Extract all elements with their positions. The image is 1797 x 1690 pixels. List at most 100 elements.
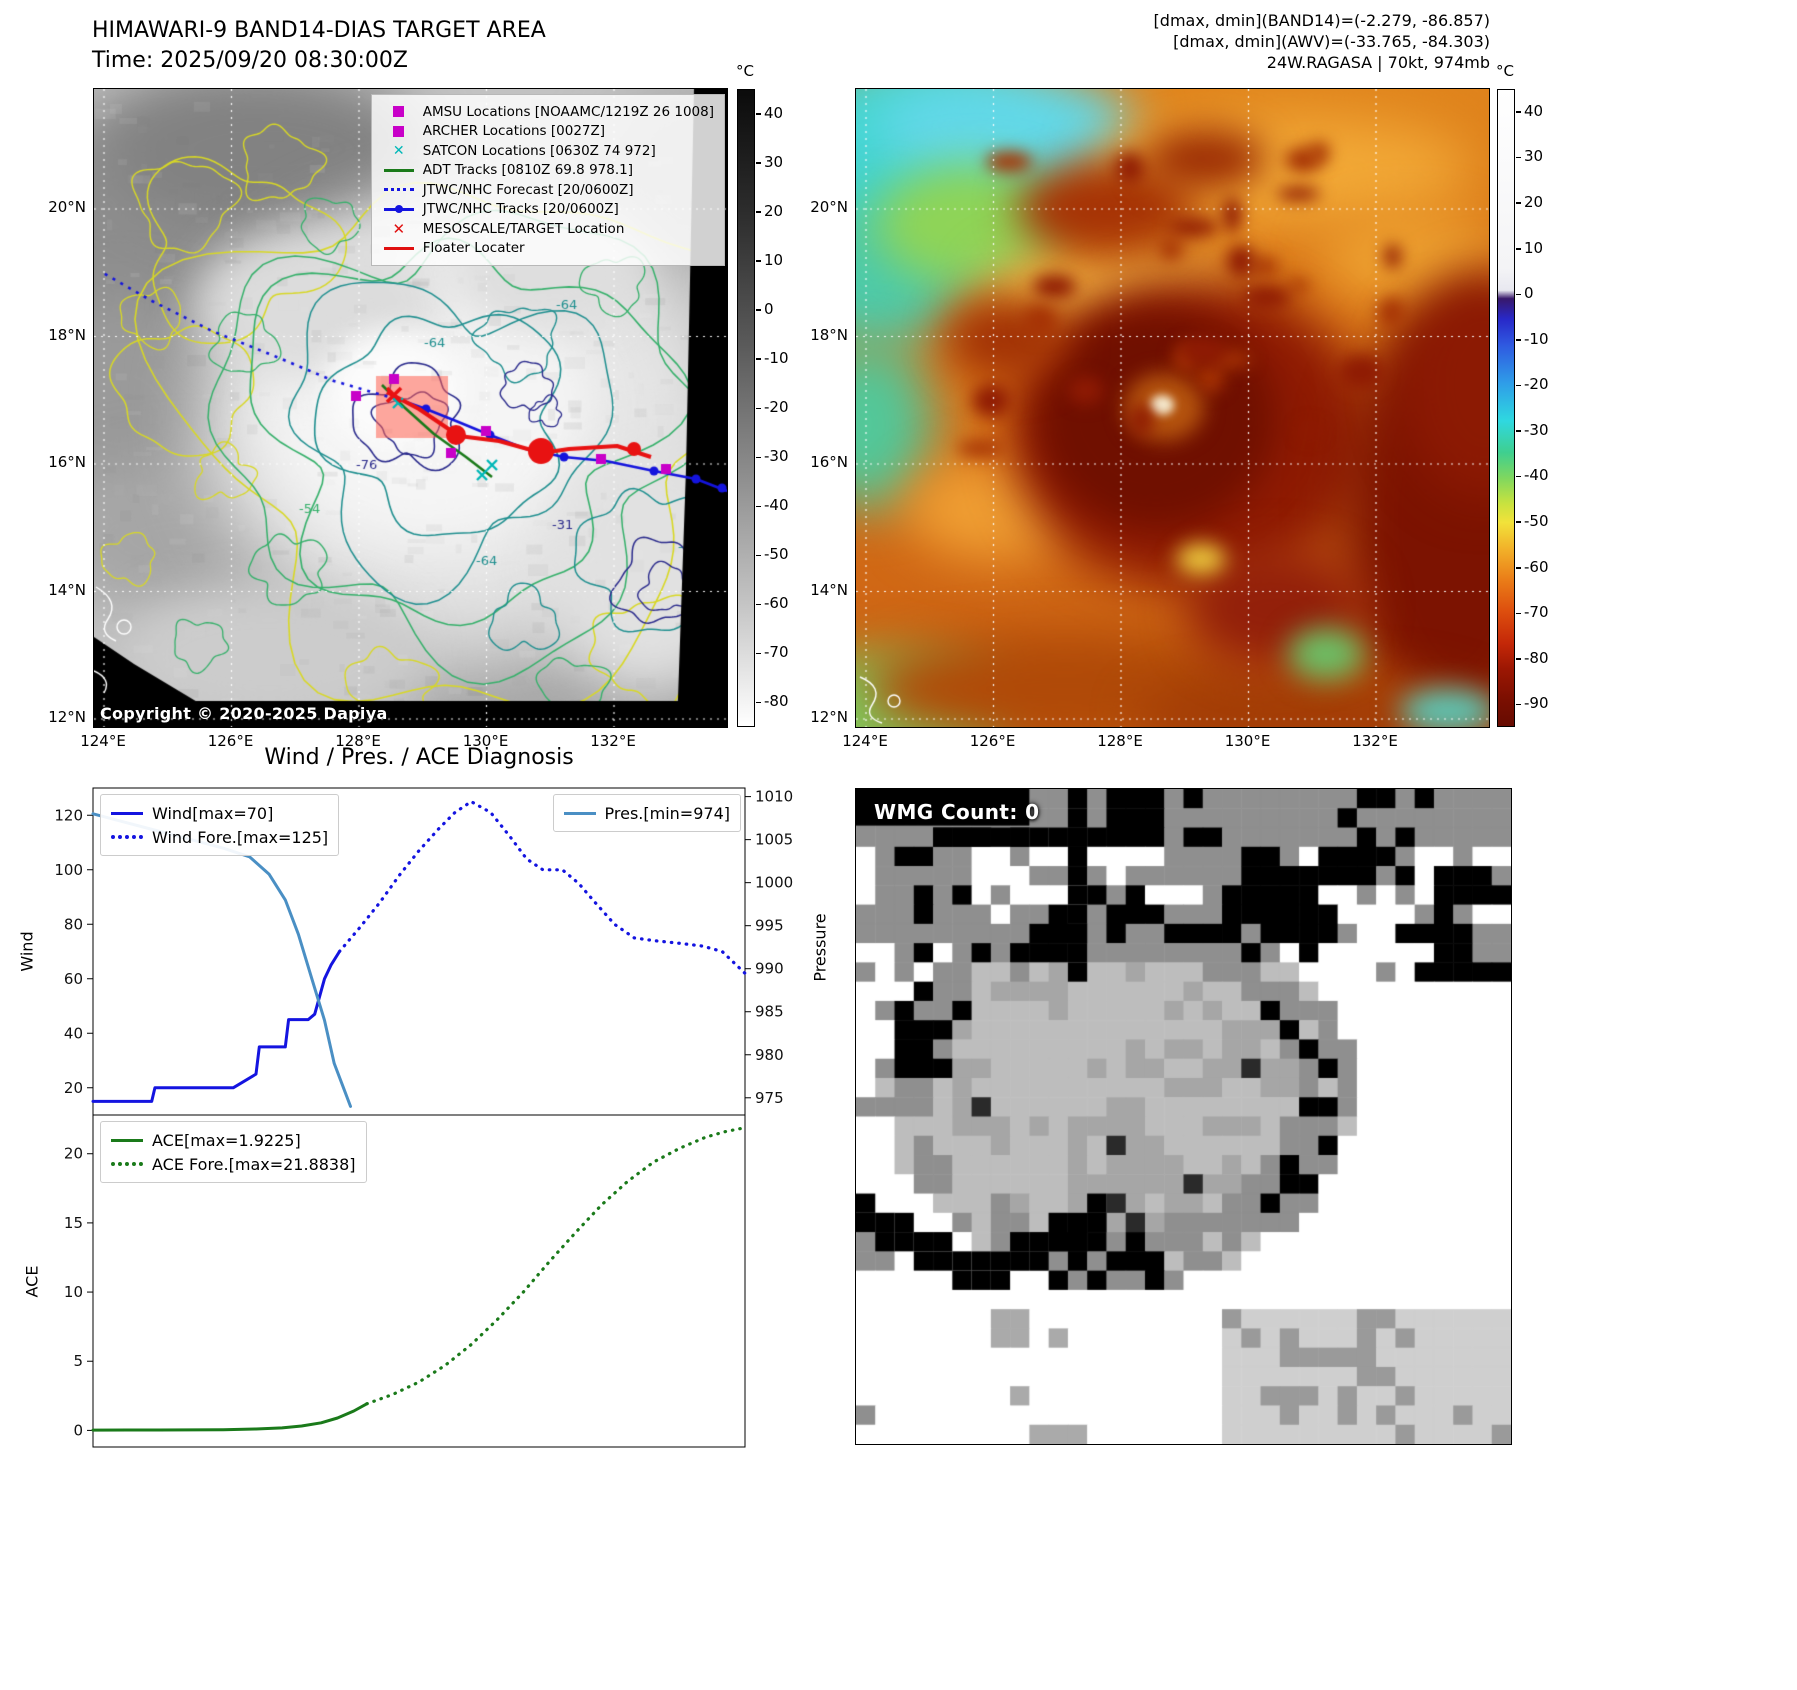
axis-tick-label: 130°E [1224,732,1271,750]
colorbar-tick-mark [756,358,761,360]
series-dotted [337,800,747,975]
colorbar-tick-label: 30 [1524,147,1544,166]
colorbar-tick-label: 0 [764,299,774,318]
legend-item-label: Wind Fore.[max=125] [152,827,329,847]
colorbar-tick-mark [1516,521,1521,523]
series-dotted [365,1126,747,1406]
colorbar-tick-mark [756,701,761,704]
line-marker-icon [382,168,416,172]
wmg-count-label: WMG Count: 0 [874,800,1040,824]
dotted-marker-icon [382,188,416,192]
tick-label: 990 [755,960,784,978]
colorbar-tick-label: -70 [764,643,789,662]
line-marker-icon [382,246,416,250]
tick-label: 40 [64,1024,83,1042]
legend-item: JTWC/NHC Forecast [20/0600Z] [382,180,714,200]
legend-item-label: ACE Fore.[max=21.8838] [152,1154,356,1174]
figure-title: HIMAWARI-9 BAND14-DIAS TARGET AREA [92,18,546,43]
pressure-legend: Pres.[min=974] [552,794,741,832]
awv-map-panel [855,88,1490,728]
axis-tick-label: 124°E [80,732,126,750]
colorbar-tick-mark [756,309,761,311]
ace-legend: ACE[max=1.9225] ACE Fore.[max=21.8838] [100,1121,367,1183]
tick-label: 20 [64,1145,83,1163]
colorbar-unit-label: °C [1496,62,1514,80]
legend-item-label: MESOSCALE/TARGET Location [422,220,625,237]
colorbar-tick-label: -60 [764,594,789,613]
series-solid [91,950,341,1103]
legend-item: ✕ MESOSCALE/TARGET Location [382,219,714,239]
colorbar-tick-label: -30 [764,447,789,466]
axis-tick-label: 14°N [48,580,86,599]
colorbar-tick-mark [1516,475,1521,478]
colorbar-tick-label: 40 [1524,101,1544,120]
square-marker-icon [382,125,416,137]
tick-label: 80 [64,915,83,933]
colorbar-tick-label: -50 [1524,511,1549,530]
legend-item: Floater Locater [382,239,714,259]
tick-label: 0 [73,1421,83,1439]
axis-tick-label: 128°E [1097,732,1143,750]
axis-tick-label: 14°N [810,580,848,599]
colorbar-tick-label: -20 [764,398,789,416]
colorbar-tick-label: -50 [764,545,789,564]
wind-legend: Wind[max=70] Wind Fore.[max=125] [100,794,340,856]
colorbar-tick-label: 10 [1524,238,1544,257]
colorbar-tick-label: -80 [764,692,789,711]
colorbar-tick-label: -60 [1524,557,1549,576]
legend-item: Wind Fore.[max=125] [111,825,328,849]
axis-tick-label: 132°E [590,732,636,750]
legend-item-label: ADT Tracks [0810Z 69.8 978.1] [422,162,633,179]
colorbar-tick-mark [756,456,761,459]
copyright-watermark: Copyright © 2020-2025 Dapiya [100,704,388,723]
line-dot-marker-icon [382,205,416,214]
axis-tick-label: 130°E [462,732,509,750]
tick-label: 1010 [755,788,793,806]
colorbar-tick-label: -70 [1524,603,1549,622]
legend-item: AMSU Locations [NOAAMC/1219Z 26 1008] [382,102,714,122]
axis-tick-label: 16°N [810,453,848,471]
X-marker-icon: ✕ [392,219,406,238]
colorbar-tick-mark [756,652,761,655]
legend-item: ACE Fore.[max=21.8838] [111,1152,356,1176]
tick-label: 995 [755,917,784,935]
awv-satellite-image [856,89,1489,727]
tick-label: 10 [64,1283,83,1301]
tick-label: 20 [64,1079,83,1097]
diagnosis-title: Wind / Pres. / ACE Diagnosis [264,745,574,770]
colorbar-tick-mark [1516,202,1521,204]
dmax-dmin-awv: [dmax, dmin](AWV)=(-33.765, -84.303) [1173,32,1490,51]
colorbar-tick-label: -40 [764,496,789,515]
wmg-mosaic-image [856,789,1511,1444]
wind-forecast-line-icon [111,835,143,839]
legend-item-label: Floater Locater [422,240,525,257]
wmg-panel: WMG Count: 0 [855,788,1512,1445]
colorbar-tick-label: -20 [1524,375,1549,394]
colorbar-tick-label: 30 [764,152,784,171]
info-block: [dmax, dmin](BAND14)=(-2.279, -86.857) [… [1000,10,1490,73]
axis-tick-label: 126°E [969,732,1016,750]
tick-label: 985 [755,1003,784,1021]
colorbar-tick-mark [756,113,761,115]
tick-label: 980 [755,1046,784,1064]
legend-item: ✕ SATCON Locations [0630Z 74 972] [382,141,714,161]
colorbar-tick-label: 0 [1524,284,1534,303]
ace-forecast-line-icon [111,1162,143,1166]
legend-item-label: Wind[max=70] [152,803,274,823]
axis-tick-label: 20°N [48,198,86,216]
dmax-dmin-band14: [dmax, dmin](BAND14)=(-2.279, -86.857) [1153,11,1490,30]
legend-item: JTWC/NHC Tracks [20/0600Z] [382,200,714,220]
axis-tick-label: 124°E [842,732,888,750]
tick-label: 1000 [755,874,793,892]
wind-line-icon [111,811,143,815]
colorbar-tick-mark [756,603,761,606]
colorbar-tick-mark [1516,567,1521,569]
band14-map-panel: AMSU Locations [NOAAMC/1219Z 26 1008] ARC… [93,88,728,728]
colorbar-tick-label: -10 [1524,329,1549,348]
axis-tick-label: 128°E [335,732,381,750]
colorbar-tick-mark [1516,430,1521,432]
legend-item-label: JTWC/NHC Forecast [20/0600Z] [422,181,634,198]
figure-time: Time: 2025/09/20 08:30:00Z [92,48,408,73]
axis-tick-label: 18°N [48,325,86,344]
colorbar-tick-label: -80 [1524,648,1549,667]
